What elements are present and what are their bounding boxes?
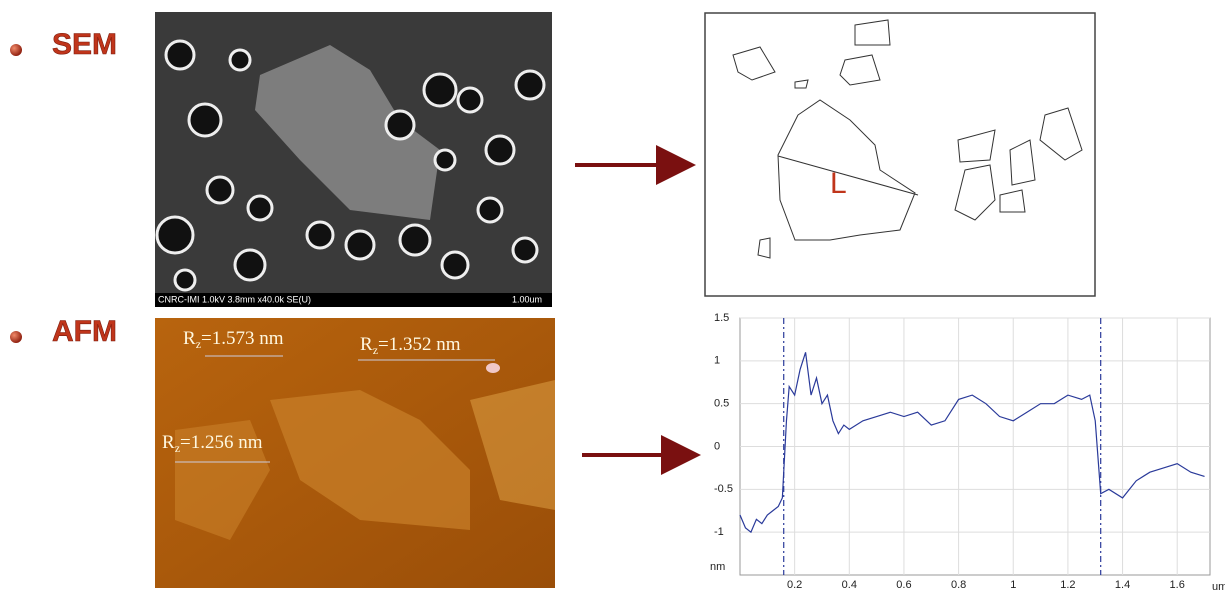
sem-scale: 1.00um xyxy=(512,294,542,304)
x-tick-label: 0.6 xyxy=(896,579,911,591)
outline-panel xyxy=(705,13,1095,296)
bullet-label: AFM xyxy=(52,315,117,348)
x-tick-label: 1.2 xyxy=(1060,579,1075,591)
bullet-dot xyxy=(10,44,22,56)
y-tick-label: -0.5 xyxy=(714,483,733,495)
bullet-dot xyxy=(10,331,22,343)
x-unit: um xyxy=(1212,581,1225,592)
x-tick-label: 0.2 xyxy=(787,579,802,591)
value: =1.256 nm xyxy=(180,432,263,453)
y-unit: nm xyxy=(710,561,725,573)
y-tick-label: 0.5 xyxy=(714,398,729,410)
profile-chart: -1 -0.5 0 0.5 1 1.5 0.2 0.4 0.6 0.8 1 1.2 1.4 1.6 nm um xyxy=(710,312,1225,592)
bullet-label: SEM xyxy=(52,28,117,61)
x-tick-label: 1.4 xyxy=(1115,579,1130,591)
sem-caption: CNRC-IMI 1.0kV 3.8mm x40.0k SE(U) xyxy=(158,294,311,304)
y-tick-label: 1 xyxy=(714,355,720,367)
x-tick-label: 0.8 xyxy=(951,579,966,591)
symbol: R xyxy=(183,328,196,349)
value: =1.573 nm xyxy=(201,328,284,349)
symbol: R xyxy=(162,432,175,453)
outline-label: L xyxy=(830,167,847,200)
sem-image: CNRC-IMI 1.0kV 3.8mm x40.0k SE(U) 1.00um xyxy=(155,12,552,307)
y-tick-label: 1.5 xyxy=(714,312,729,324)
slide: SEM AFM CNRC-IMI 1.0kV 3.8mm x40.0k SE(U… xyxy=(0,0,1225,592)
value: =1.352 nm xyxy=(378,334,461,355)
y-tick-label: 0 xyxy=(714,440,720,452)
x-tick-label: 0.4 xyxy=(842,579,857,591)
x-tick-label: 1 xyxy=(1010,579,1016,591)
y-tick-label: -1 xyxy=(714,526,724,538)
symbol: R xyxy=(360,334,373,355)
x-tick-label: 1.6 xyxy=(1170,579,1185,591)
